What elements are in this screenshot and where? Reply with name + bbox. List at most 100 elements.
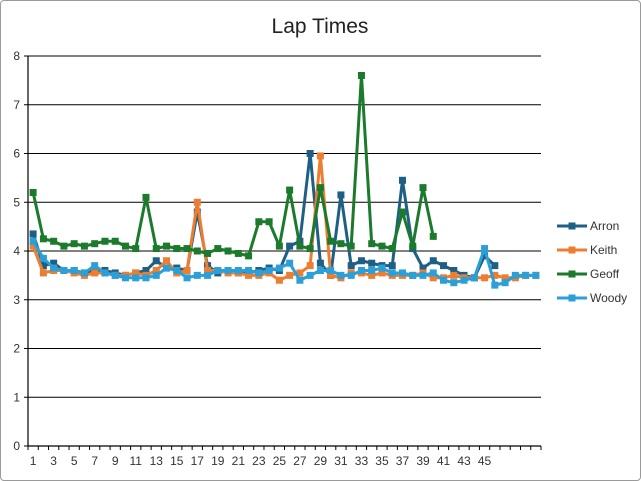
- x-tick-label: 11: [129, 454, 142, 468]
- data-point: [275, 276, 283, 284]
- data-point: [50, 237, 58, 245]
- x-tick-label: 31: [334, 454, 348, 468]
- data-point: [121, 242, 129, 250]
- data-point: [234, 267, 242, 274]
- data-point: [111, 237, 119, 245]
- data-point: [245, 267, 253, 274]
- x-tick-label: 39: [416, 454, 430, 468]
- data-point: [80, 242, 88, 250]
- x-tick-label: 15: [170, 454, 184, 468]
- legend-item-woody: Woody: [557, 291, 627, 305]
- data-point: [306, 262, 314, 270]
- data-point: [101, 237, 109, 245]
- series-woody: [29, 237, 540, 289]
- x-tick-label: 5: [71, 454, 78, 468]
- data-point: [101, 269, 109, 277]
- data-point: [29, 237, 37, 245]
- data-point: [316, 152, 324, 160]
- data-point: [511, 271, 519, 279]
- gridlines: [28, 55, 541, 398]
- legend-item-arron: Arron: [557, 219, 619, 233]
- data-point: [522, 271, 530, 279]
- x-tick-label: 9: [112, 454, 119, 468]
- y-tick-label: 1: [13, 390, 20, 404]
- data-point: [337, 271, 345, 279]
- data-point: [368, 271, 376, 279]
- x-tick-label: 41: [437, 454, 451, 468]
- legend-label: Woody: [590, 291, 627, 305]
- x-tick-label: 3: [50, 454, 57, 468]
- data-point: [214, 245, 222, 253]
- data-point: [470, 274, 478, 282]
- data-point: [327, 237, 335, 245]
- data-point: [316, 184, 324, 192]
- data-point: [132, 274, 140, 282]
- data-point: [152, 271, 160, 279]
- data-point: [132, 269, 140, 277]
- data-point: [481, 252, 489, 260]
- y-tick-label: 8: [13, 49, 20, 63]
- data-point: [368, 240, 376, 248]
- data-point: [286, 242, 294, 250]
- data-point: [50, 264, 58, 272]
- data-point: [327, 267, 335, 274]
- data-point: [214, 267, 222, 274]
- data-point: [378, 242, 386, 250]
- data-point: [91, 262, 99, 270]
- data-point: [193, 271, 201, 279]
- x-tick-label: 17: [191, 454, 205, 468]
- data-point: [419, 271, 427, 279]
- data-point: [491, 271, 499, 279]
- data-point: [193, 247, 201, 255]
- data-point: [481, 245, 489, 253]
- data-point: [286, 259, 294, 267]
- data-point: [316, 259, 324, 267]
- data-point: [296, 276, 304, 284]
- data-point: [460, 276, 468, 284]
- legend-item-geoff: Geoff: [557, 267, 620, 281]
- data-point: [183, 245, 191, 253]
- data-point: [91, 240, 99, 248]
- data-point: [163, 264, 171, 272]
- data-point: [70, 267, 78, 274]
- data-point: [286, 271, 294, 279]
- data-point: [142, 267, 150, 274]
- data-point: [163, 242, 171, 250]
- data-point: [60, 267, 68, 274]
- data-point: [142, 193, 150, 201]
- data-point: [429, 257, 437, 265]
- data-point: [296, 269, 304, 277]
- y-tick-labels: 0 1 2 3 4 5 6 7 8: [13, 49, 20, 453]
- data-point: [39, 262, 47, 270]
- x-tick-label: 13: [150, 454, 164, 468]
- legend-label: Geoff: [590, 267, 620, 281]
- x-tick-label: 43: [457, 454, 471, 468]
- data-point: [265, 267, 273, 274]
- data-point: [398, 176, 406, 184]
- data-point: [368, 267, 376, 274]
- series-layer: [29, 72, 540, 289]
- data-point: [29, 230, 37, 238]
- data-point: [409, 242, 417, 250]
- data-point: [204, 249, 212, 257]
- data-point: [501, 279, 509, 287]
- x-tick-label: 37: [396, 454, 410, 468]
- data-point: [80, 269, 88, 277]
- data-point: [357, 257, 365, 265]
- data-point: [532, 271, 540, 279]
- legend-swatch-marker: [568, 270, 576, 278]
- data-point: [245, 252, 253, 260]
- data-point: [204, 267, 212, 274]
- x-tick-label: 23: [252, 454, 266, 468]
- data-point: [224, 247, 232, 255]
- data-point: [347, 262, 355, 270]
- data-point: [398, 269, 406, 277]
- y-tick-label: 3: [13, 293, 20, 307]
- data-point: [296, 242, 304, 250]
- data-point: [440, 276, 448, 284]
- x-tick-label: 21: [232, 454, 246, 468]
- data-point: [29, 242, 37, 250]
- data-point: [132, 245, 140, 253]
- data-point: [378, 269, 386, 277]
- data-point: [245, 271, 253, 279]
